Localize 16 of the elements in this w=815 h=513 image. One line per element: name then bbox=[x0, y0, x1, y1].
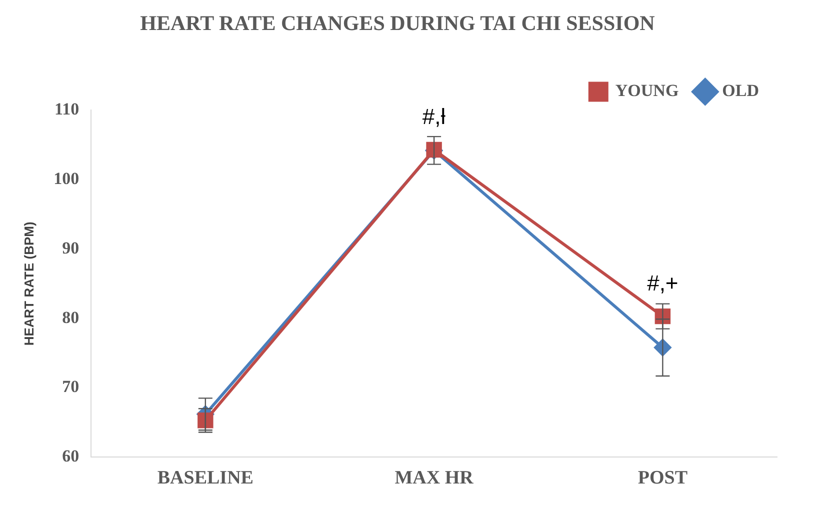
chart-title: HEART RATE CHANGES DURING TAI CHI SESSION bbox=[140, 11, 655, 36]
x-tick-label: POST bbox=[638, 468, 688, 489]
y-tick-label: 60 bbox=[62, 446, 80, 466]
legend-label: OLD bbox=[722, 81, 760, 100]
y-tick-label: 100 bbox=[54, 168, 80, 188]
y-tick-label: 110 bbox=[54, 100, 80, 119]
y-tick-label: 70 bbox=[62, 377, 80, 396]
point bbox=[198, 412, 214, 428]
y-tick-label: 80 bbox=[62, 308, 80, 327]
y-axis-title: HEART RATE (BPM) bbox=[21, 222, 36, 346]
x-tick-label: BASELINE bbox=[157, 468, 254, 489]
legend-label: YOUNG bbox=[615, 81, 679, 100]
annotation: #,ƚ bbox=[422, 104, 446, 129]
annotation: #,+ bbox=[647, 270, 678, 296]
x-tick-label: MAX HR bbox=[394, 468, 474, 489]
y-tick-label: 90 bbox=[62, 238, 80, 258]
